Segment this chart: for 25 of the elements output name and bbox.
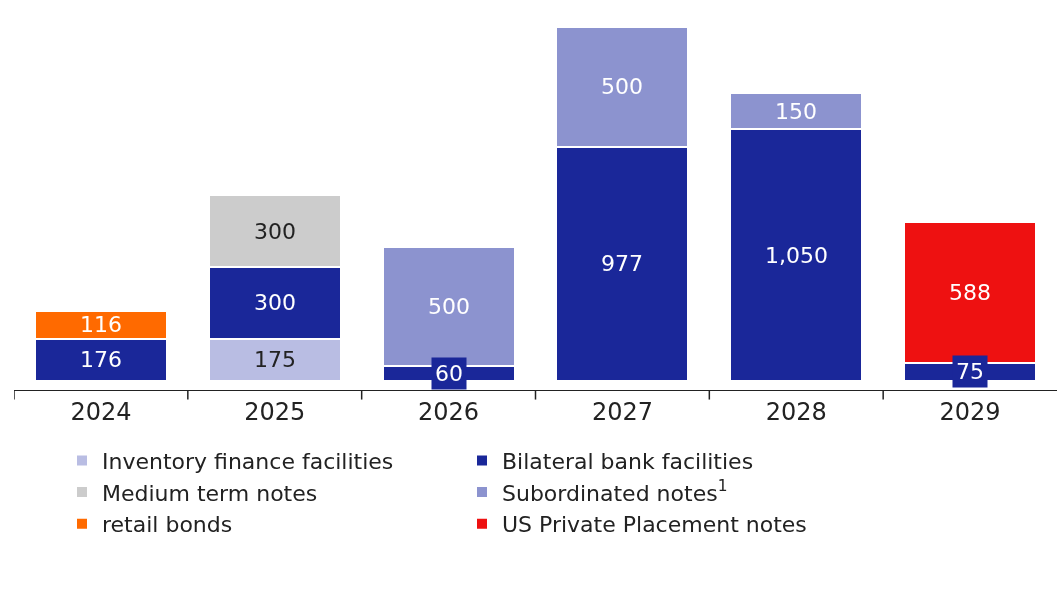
- data-label: 1,050: [765, 243, 828, 268]
- data-label: 977: [601, 251, 643, 276]
- x-tick-label: 2029: [939, 397, 1001, 426]
- legend-label: Subordinated notes$^{1}$: [502, 477, 728, 506]
- x-tick-label: 2028: [765, 397, 827, 426]
- data-label: 300: [254, 219, 296, 244]
- legend-label: Bilateral bank facilities: [502, 449, 754, 475]
- legend-label: Inventory finance facilities: [102, 449, 394, 475]
- data-label: 175: [254, 347, 296, 372]
- x-tick-label: 2025: [244, 397, 306, 426]
- x-tick-label: 2027: [591, 397, 653, 426]
- data-label: 500: [601, 74, 643, 99]
- data-label: 176: [80, 347, 122, 372]
- data-label: 588: [949, 280, 991, 305]
- data-label: 150: [775, 99, 817, 124]
- data-label: 300: [254, 290, 296, 315]
- legend-label: US Private Placement notes: [502, 512, 807, 538]
- data-label: 116: [80, 312, 122, 337]
- x-tick-label: 2024: [70, 397, 132, 426]
- legend-label: retail bonds: [102, 512, 233, 538]
- legend-label: Medium term notes: [102, 480, 318, 506]
- data-label: 500: [428, 294, 470, 319]
- data-label: 60: [435, 361, 463, 386]
- x-tick-label: 2026: [418, 397, 480, 426]
- data-label: 75: [956, 359, 984, 384]
